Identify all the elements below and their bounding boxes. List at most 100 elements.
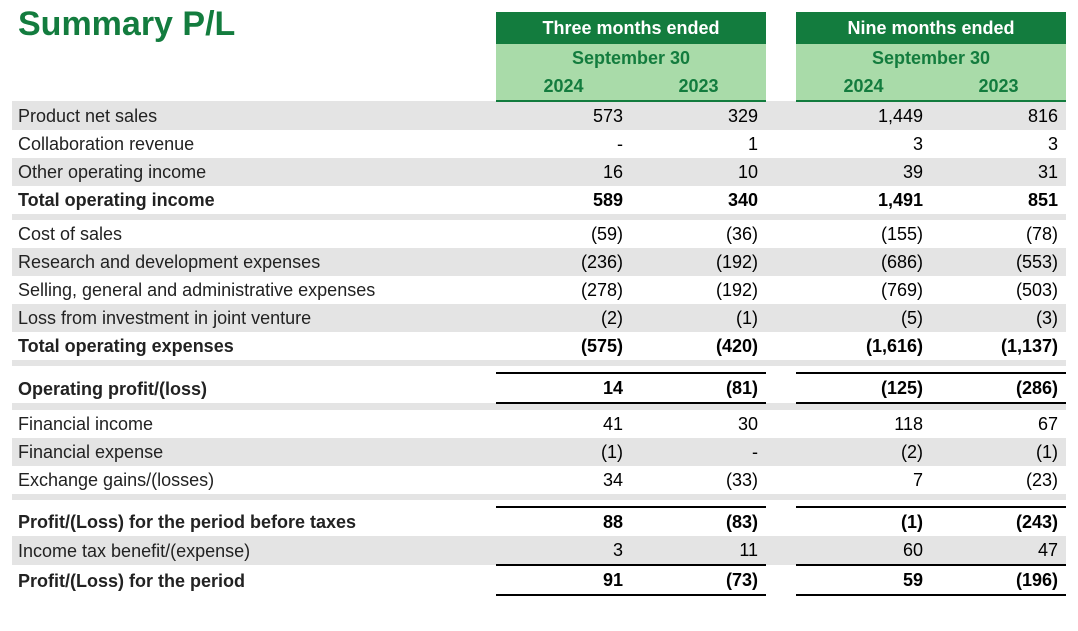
- cell-9m-2023: (503): [931, 276, 1066, 304]
- cell-3m-2023: 1: [631, 130, 766, 158]
- cell-9m-2023: 31: [931, 158, 1066, 186]
- header-year-9m-2023: 2023: [931, 72, 1066, 101]
- cell-9m-2024: (125): [796, 373, 931, 403]
- cell-9m-2023: (196): [931, 565, 1066, 595]
- cell-3m-2024: -: [496, 130, 631, 158]
- table-body: Product net sales5733291,449816Collabora…: [12, 101, 1066, 595]
- cell-3m-2024: (278): [496, 276, 631, 304]
- table-row: Research and development expenses(236)(1…: [12, 248, 1066, 276]
- cell-3m-2023: 11: [631, 536, 766, 565]
- gap-cell: [766, 366, 796, 373]
- pl-table: Summary P/L Three months ended Nine mont…: [12, 12, 1066, 596]
- cell-3m-2023: (420): [631, 332, 766, 360]
- cell-9m-2024: 39: [796, 158, 931, 186]
- gap-cell: [766, 101, 796, 130]
- spacer-cell: [631, 403, 766, 410]
- table-row: Operating profit/(loss)14(81)(125)(286): [12, 373, 1066, 403]
- cell-3m-2024: 16: [496, 158, 631, 186]
- cell-3m-2024: 573: [496, 101, 631, 130]
- cell-9m-2023: 3: [931, 130, 1066, 158]
- spacer-row: [12, 403, 1066, 410]
- spacer-label: [12, 366, 496, 373]
- table-row: Product net sales573329 1,449816: [12, 101, 1066, 130]
- gap-cell: [766, 186, 796, 214]
- spacer-label: [12, 403, 496, 410]
- table-row: Collaboration revenue-133: [12, 130, 1066, 158]
- gap-cell: [766, 565, 796, 595]
- table-row: Cost of sales(59)(36)(155)(78): [12, 220, 1066, 248]
- header-sep30-right: September 30: [796, 44, 1066, 72]
- cell-9m-2024: 3: [796, 130, 931, 158]
- cell-3m-2023: (33): [631, 466, 766, 494]
- cell-3m-2023: 340: [631, 186, 766, 214]
- cell-9m-2023: 816: [931, 101, 1066, 130]
- pl-table-wrapper: Summary P/L Three months ended Nine mont…: [12, 12, 1066, 596]
- gap-cell: [766, 158, 796, 186]
- table-row: Financial income413011867: [12, 410, 1066, 438]
- table-row: Total operating expenses(575)(420)(1,616…: [12, 332, 1066, 360]
- row-label: Other operating income: [12, 158, 496, 186]
- gap-cell: [766, 304, 796, 332]
- cell-9m-2024: (1): [796, 507, 931, 536]
- cell-9m-2024: (1,616): [796, 332, 931, 360]
- spacer-cell: [631, 366, 766, 373]
- header-sep30-left: September 30: [496, 44, 766, 72]
- cell-3m-2024: (1): [496, 438, 631, 466]
- cell-3m-2023: (192): [631, 248, 766, 276]
- cell-3m-2023: 329: [631, 101, 766, 130]
- page-title: Summary P/L: [12, 12, 496, 101]
- cell-9m-2023: (78): [931, 220, 1066, 248]
- row-label: Selling, general and administrative expe…: [12, 276, 496, 304]
- cell-9m-2024: (769): [796, 276, 931, 304]
- row-label: Exchange gains/(losses): [12, 466, 496, 494]
- row-label: Profit/(Loss) for the period: [12, 565, 496, 595]
- gap-cell: [766, 220, 796, 248]
- table-row: Profit/(Loss) for the period before taxe…: [12, 507, 1066, 536]
- cell-3m-2023: 10: [631, 158, 766, 186]
- cell-9m-2023: (1): [931, 438, 1066, 466]
- spacer-cell: [796, 403, 931, 410]
- cell-3m-2023: (73): [631, 565, 766, 595]
- cell-9m-2023: 67: [931, 410, 1066, 438]
- spacer-cell: [631, 500, 766, 507]
- gap-cell: [766, 466, 796, 494]
- table-row: Income tax benefit/(expense)3116047: [12, 536, 1066, 565]
- cell-9m-2023: (243): [931, 507, 1066, 536]
- cell-9m-2024: 59: [796, 565, 931, 595]
- header-year-3m-2024: 2024: [496, 72, 631, 101]
- gap-cell: [766, 536, 796, 565]
- cell-3m-2024: (2): [496, 304, 631, 332]
- spacer-cell: [496, 500, 631, 507]
- spacer-cell: [931, 366, 1066, 373]
- gap-cell: [766, 373, 796, 403]
- spacer-cell: [931, 403, 1066, 410]
- table-row: Profit/(Loss) for the period91(73)59(196…: [12, 565, 1066, 595]
- gap-cell: [766, 276, 796, 304]
- gap-cell: [766, 130, 796, 158]
- row-label: Operating profit/(loss): [12, 373, 496, 403]
- cell-3m-2023: 30: [631, 410, 766, 438]
- spacer-row: [12, 366, 1066, 373]
- cell-3m-2023: (192): [631, 276, 766, 304]
- header-year-9m-2024: 2024: [796, 72, 931, 101]
- cell-9m-2023: (553): [931, 248, 1066, 276]
- cell-9m-2024: (155): [796, 220, 931, 248]
- table-row: Selling, general and administrative expe…: [12, 276, 1066, 304]
- cell-9m-2023: (3): [931, 304, 1066, 332]
- gap-cell: [766, 500, 796, 507]
- cell-9m-2023: 47: [931, 536, 1066, 565]
- spacer-cell: [796, 500, 931, 507]
- cell-9m-2024: (686): [796, 248, 931, 276]
- header-year-3m-2023: 2023: [631, 72, 766, 101]
- cell-3m-2024: (575): [496, 332, 631, 360]
- cell-9m-2023: (1,137): [931, 332, 1066, 360]
- header-nine-months: Nine months ended: [796, 12, 1066, 44]
- cell-9m-2023: 851: [931, 186, 1066, 214]
- row-label: Product net sales: [12, 101, 496, 130]
- cell-3m-2024: 14: [496, 373, 631, 403]
- cell-9m-2023: (23): [931, 466, 1066, 494]
- cell-9m-2024: 1,449: [796, 101, 931, 130]
- row-label: Research and development expenses: [12, 248, 496, 276]
- cell-9m-2024: (5): [796, 304, 931, 332]
- cell-3m-2024: 41: [496, 410, 631, 438]
